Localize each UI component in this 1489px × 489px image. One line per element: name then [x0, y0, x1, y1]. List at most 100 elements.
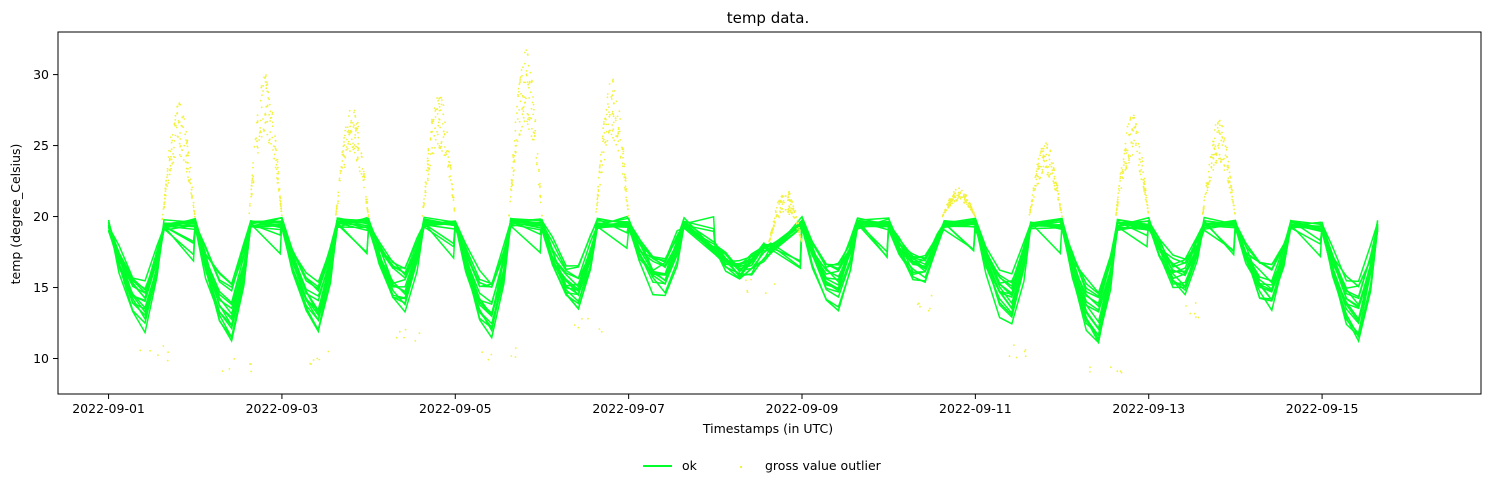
outlier-point	[367, 211, 369, 214]
outlier-point	[1132, 129, 1135, 132]
outlier-point	[423, 198, 425, 200]
outlier-point	[1140, 169, 1143, 171]
outlier-point	[929, 307, 931, 310]
outlier-point	[1141, 160, 1144, 163]
outlier-point	[606, 139, 609, 142]
outlier-point	[1029, 209, 1032, 212]
outlier-point	[779, 201, 782, 204]
outlier-point	[1213, 148, 1216, 151]
outlier-point	[168, 149, 170, 152]
outlier-point	[318, 358, 321, 361]
outlier-point	[626, 208, 629, 211]
outlier-point	[525, 74, 528, 77]
outlier-point	[598, 328, 601, 330]
outlier-point	[343, 155, 346, 158]
outlier-point	[228, 368, 231, 370]
outlier-point	[438, 145, 441, 147]
outlier-point	[521, 108, 523, 110]
outlier-point	[425, 183, 428, 185]
outlier-point	[189, 182, 192, 185]
outlier-point	[280, 205, 282, 208]
outlier-point	[508, 214, 510, 217]
outlier-point	[452, 199, 455, 202]
outlier-point	[344, 129, 347, 132]
outlier-point	[427, 170, 429, 172]
outlier-point	[262, 128, 265, 131]
outlier-point	[1201, 213, 1204, 215]
outlier-point	[518, 83, 521, 85]
outlier-point	[516, 105, 518, 108]
outlier-point	[952, 196, 955, 199]
outlier-point	[1053, 182, 1055, 185]
outlier-point	[1042, 147, 1044, 150]
outlier-point	[782, 200, 785, 202]
outlier-point	[1216, 122, 1219, 125]
outlier-point	[490, 353, 493, 356]
outlier-point	[1144, 198, 1147, 201]
outlier-point	[1117, 188, 1120, 190]
outlier-point	[251, 180, 253, 182]
outlier-point	[271, 125, 274, 128]
outlier-point	[363, 175, 366, 178]
outlier-point	[617, 132, 620, 135]
outlier-point	[787, 193, 790, 196]
outlier-point	[1220, 139, 1223, 142]
outlier-point	[957, 191, 960, 194]
outlier-point	[781, 194, 783, 197]
outlier-point	[453, 207, 456, 210]
outlier-point	[403, 336, 405, 339]
outlier-point	[596, 201, 599, 204]
outlier-point	[180, 155, 182, 158]
outlier-point	[518, 90, 520, 93]
outlier-point	[1208, 163, 1211, 166]
outlier-point	[350, 120, 353, 122]
outlier-point	[522, 96, 524, 98]
outlier-point	[602, 127, 604, 129]
outlier-point	[974, 215, 977, 218]
outlier-point	[523, 62, 526, 65]
outlier-point	[1058, 202, 1061, 205]
outlier-point	[522, 116, 525, 119]
outlier-point	[172, 161, 175, 164]
outlier-point	[172, 153, 175, 155]
outlier-point	[341, 160, 344, 162]
outlier-point	[182, 126, 185, 129]
outlier-point	[1126, 149, 1129, 152]
ok-trace	[107, 216, 1379, 340]
outlier-point	[316, 357, 319, 360]
outlier-point	[169, 136, 172, 139]
outlier-point	[256, 114, 259, 116]
outlier-point	[1117, 192, 1120, 195]
outlier-point	[604, 140, 607, 143]
outlier-point	[538, 195, 541, 198]
outlier-point	[262, 85, 264, 87]
outlier-point	[965, 195, 967, 198]
outlier-point	[538, 186, 541, 189]
chart-title: temp data.	[727, 9, 810, 27]
outlier-point	[272, 149, 274, 151]
outlier-point	[624, 179, 627, 182]
outlier-point	[1023, 350, 1026, 353]
outlier-point	[523, 102, 526, 104]
outlier-point	[617, 126, 620, 129]
outlier-point	[427, 149, 430, 152]
outlier-point	[587, 317, 589, 320]
outlier-point	[175, 124, 177, 127]
outlier-point	[795, 216, 798, 218]
outlier-point	[1215, 161, 1218, 164]
outlier-point	[1120, 187, 1123, 190]
outlier-point	[268, 141, 270, 144]
outlier-point	[951, 195, 954, 198]
outlier-point	[608, 106, 610, 108]
outlier-point	[1028, 213, 1031, 216]
outlier-point	[1119, 175, 1122, 178]
outlier-point	[251, 178, 254, 181]
outlier-point	[149, 349, 152, 352]
outlier-point	[1214, 124, 1217, 126]
outlier-point	[534, 129, 537, 132]
outlier-point	[271, 121, 274, 124]
outlier-point	[1127, 123, 1130, 125]
outlier-point	[1056, 184, 1059, 187]
outlier-point	[447, 164, 450, 167]
outlier-point	[520, 129, 522, 132]
